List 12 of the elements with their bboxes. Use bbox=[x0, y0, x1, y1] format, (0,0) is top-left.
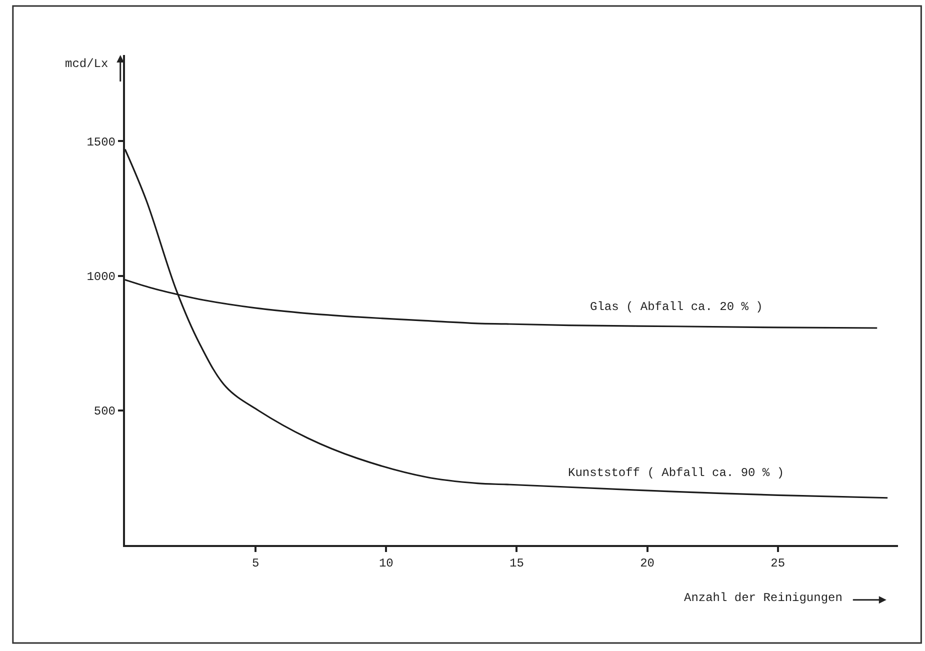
x-tick-label: 15 bbox=[510, 556, 524, 570]
series-label: Glas ( Abfall ca. 20 % ) bbox=[590, 300, 763, 314]
y-tick-label: 500 bbox=[94, 404, 116, 419]
y-axis-title: mcd/Lx bbox=[65, 57, 108, 71]
x-tick-label: 10 bbox=[378, 556, 394, 570]
x-tick-label: 25 bbox=[770, 556, 786, 570]
y-tick-label: 1000 bbox=[86, 270, 116, 284]
x-axis-title: Anzahl der Reinigungen bbox=[684, 591, 842, 605]
series-label: Kunststoff ( Abfall ca. 90 % ) bbox=[568, 466, 784, 480]
x-tick-label: 20 bbox=[640, 556, 655, 570]
x-tick-label: 5 bbox=[252, 556, 260, 570]
y-tick-label: 1500 bbox=[86, 135, 116, 150]
